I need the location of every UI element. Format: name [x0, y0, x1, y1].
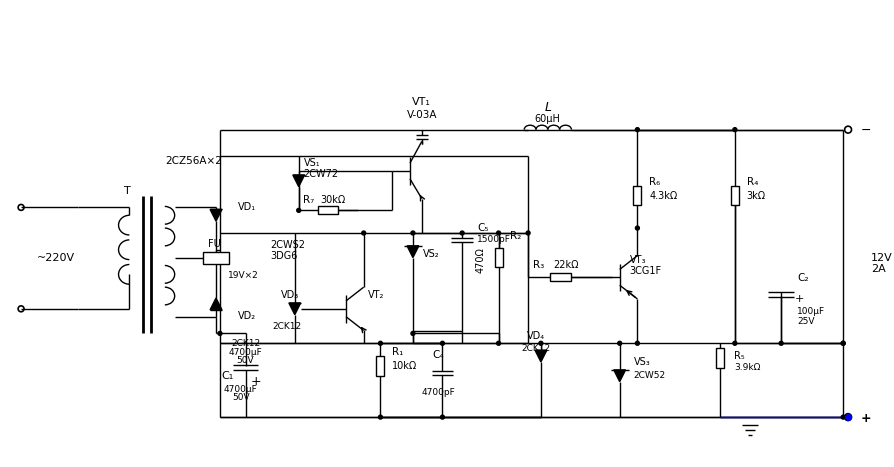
Polygon shape	[535, 350, 547, 362]
Text: 2CW72: 2CW72	[304, 169, 339, 179]
Circle shape	[636, 226, 639, 230]
Text: VS₂: VS₂	[423, 249, 439, 259]
Text: R₅: R₅	[734, 351, 745, 361]
Text: ~220V: ~220V	[37, 253, 74, 262]
Circle shape	[733, 127, 737, 132]
Text: C₄: C₄	[433, 350, 444, 360]
Text: R₆: R₆	[649, 177, 661, 187]
Text: 2CWS2: 2CWS2	[270, 240, 305, 250]
Text: R₃: R₃	[534, 261, 544, 270]
Circle shape	[496, 341, 501, 345]
Circle shape	[539, 341, 543, 345]
Text: 22kΩ: 22kΩ	[552, 261, 578, 270]
Bar	[550, 273, 571, 281]
Circle shape	[618, 341, 621, 345]
Text: 100μF: 100μF	[797, 307, 825, 316]
Text: T: T	[124, 186, 131, 196]
Text: 1500pF: 1500pF	[477, 235, 510, 244]
Text: 3CG1F: 3CG1F	[629, 266, 662, 276]
Text: 4700pF: 4700pF	[422, 388, 455, 397]
Text: 2CW52: 2CW52	[634, 371, 666, 380]
Circle shape	[218, 332, 222, 335]
Text: 50V: 50V	[237, 355, 255, 365]
Text: 2CK12: 2CK12	[231, 339, 260, 348]
Polygon shape	[210, 298, 222, 310]
Text: 50V: 50V	[232, 393, 249, 402]
Text: C₅: C₅	[477, 223, 488, 233]
Text: 4.3kΩ: 4.3kΩ	[649, 191, 678, 201]
Circle shape	[496, 231, 501, 235]
Circle shape	[441, 341, 444, 345]
Text: +: +	[250, 375, 261, 388]
Text: 3DG6: 3DG6	[270, 251, 298, 261]
Text: 4700μF: 4700μF	[229, 347, 263, 357]
Text: R₂: R₂	[510, 231, 521, 241]
Text: R₇: R₇	[303, 195, 314, 205]
Bar	[376, 356, 384, 376]
Bar	[203, 252, 229, 263]
Bar	[318, 206, 338, 214]
Text: VT₃: VT₃	[629, 255, 646, 265]
Circle shape	[841, 341, 845, 345]
Text: 3.9kΩ: 3.9kΩ	[734, 363, 760, 372]
Text: +: +	[795, 294, 805, 304]
Polygon shape	[289, 303, 300, 315]
Text: 4700μF: 4700μF	[224, 385, 257, 394]
Circle shape	[378, 341, 383, 345]
Text: VD₃: VD₃	[281, 290, 299, 300]
Circle shape	[460, 231, 464, 235]
Circle shape	[841, 341, 845, 345]
Text: VT₁: VT₁	[412, 97, 431, 107]
Text: +: +	[861, 411, 872, 425]
Text: 30kΩ: 30kΩ	[321, 195, 346, 205]
Text: VS₁: VS₁	[304, 158, 320, 168]
Text: R₄: R₄	[746, 177, 758, 187]
Text: VT₂: VT₂	[367, 290, 384, 300]
Circle shape	[841, 415, 845, 419]
Text: VD₂: VD₂	[238, 311, 256, 321]
Circle shape	[411, 231, 415, 235]
Text: 12V: 12V	[871, 253, 892, 262]
Circle shape	[378, 415, 383, 419]
Bar	[634, 186, 641, 205]
Polygon shape	[614, 370, 626, 382]
Circle shape	[411, 332, 415, 335]
Text: VD₄: VD₄	[527, 332, 545, 341]
Circle shape	[733, 341, 737, 345]
Text: −: −	[861, 124, 872, 137]
Text: C₂: C₂	[797, 273, 808, 283]
Text: 25V: 25V	[797, 317, 814, 326]
Text: 470Ω: 470Ω	[476, 247, 485, 273]
Text: 2CZ56A×2: 2CZ56A×2	[164, 156, 222, 166]
Text: VS₃: VS₃	[634, 357, 650, 367]
Polygon shape	[210, 209, 222, 221]
Bar	[731, 186, 738, 205]
Text: 19V×2: 19V×2	[228, 271, 258, 280]
Text: VD₁: VD₁	[238, 202, 256, 212]
Circle shape	[636, 127, 639, 132]
Text: L: L	[544, 101, 552, 114]
Text: FU: FU	[207, 239, 221, 249]
Circle shape	[297, 208, 300, 212]
Circle shape	[441, 415, 444, 419]
Circle shape	[636, 341, 639, 345]
Text: C₁: C₁	[222, 371, 234, 381]
Bar	[716, 348, 724, 368]
Text: 60μH: 60μH	[535, 114, 561, 124]
Circle shape	[527, 231, 530, 235]
Polygon shape	[407, 246, 418, 258]
Text: R₁: R₁	[392, 347, 403, 357]
Text: 2CK12: 2CK12	[521, 344, 551, 353]
Circle shape	[362, 231, 366, 235]
Circle shape	[780, 341, 783, 345]
Text: 10kΩ: 10kΩ	[392, 361, 417, 371]
Polygon shape	[293, 175, 305, 187]
Text: 2CK12: 2CK12	[272, 322, 301, 331]
Text: 3kΩ: 3kΩ	[746, 191, 766, 201]
Text: V-03A: V-03A	[407, 110, 437, 120]
Text: 2A: 2A	[871, 264, 885, 275]
Bar	[494, 248, 502, 268]
